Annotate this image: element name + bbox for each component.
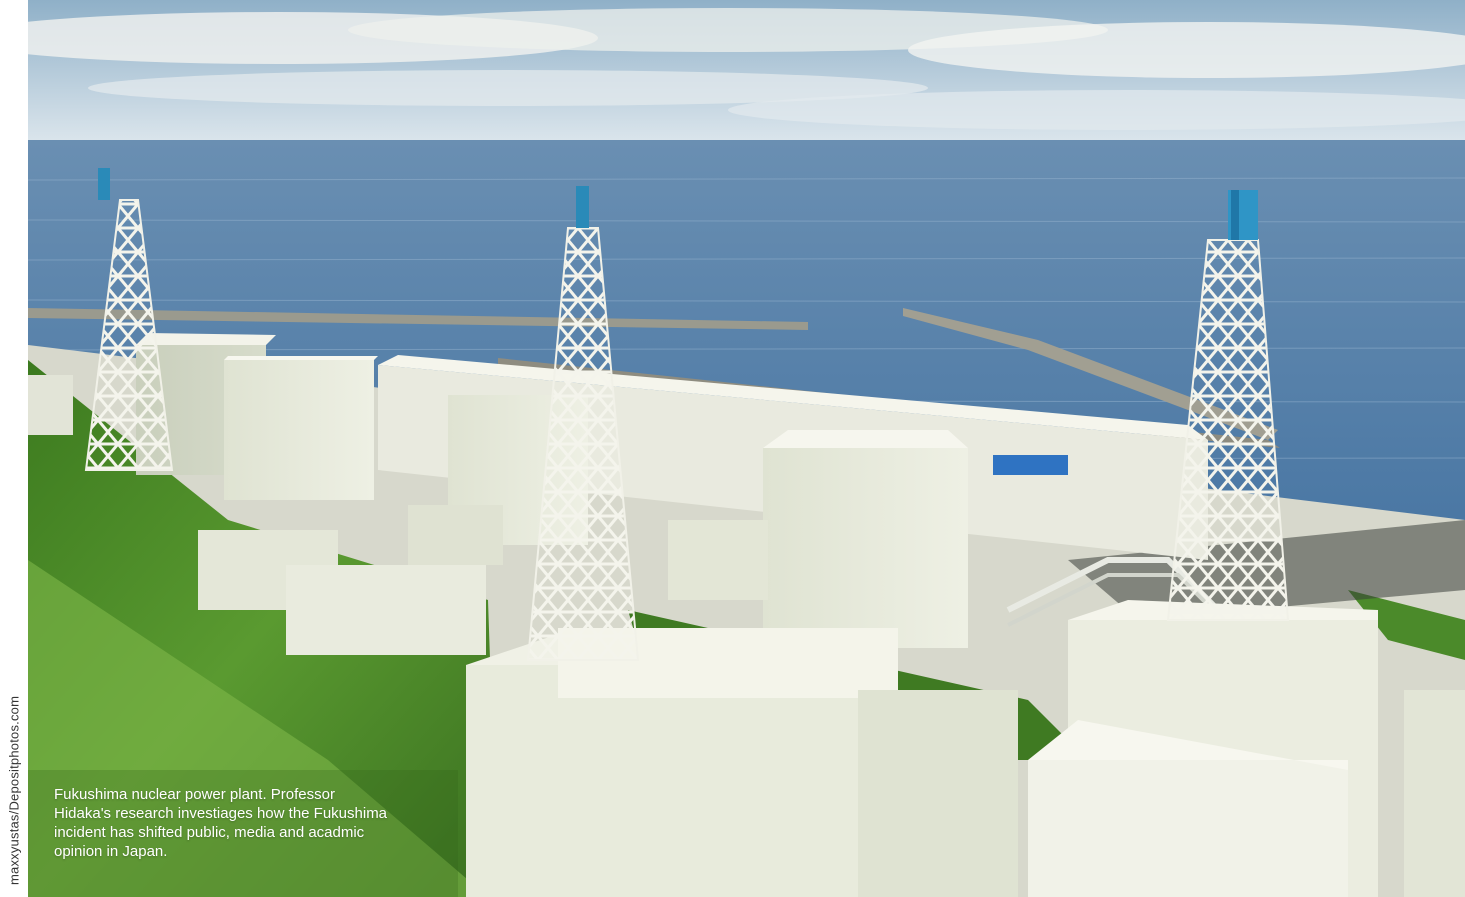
credit-strip: maxxyustas/Depositphotos.com — [0, 0, 28, 897]
plant-illustration — [28, 0, 1465, 897]
photo-credit: maxxyustas/Depositphotos.com — [6, 695, 22, 885]
photo-caption: Fukushima nuclear power plant. Professor… — [54, 786, 388, 860]
